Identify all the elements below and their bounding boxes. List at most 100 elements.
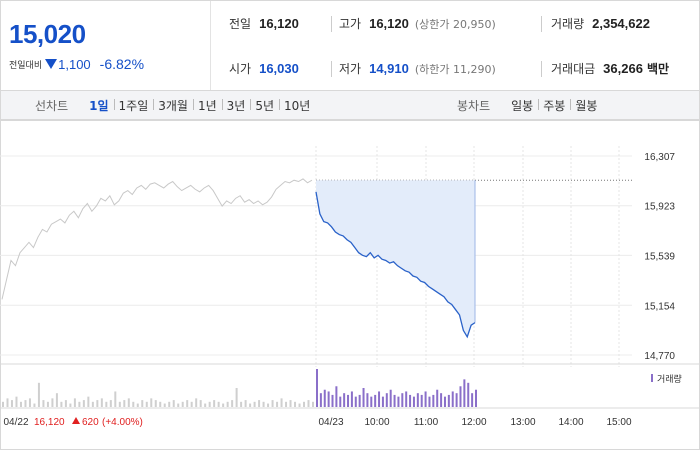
volume-bar-today <box>440 393 443 407</box>
volume-bar-prev <box>60 401 63 407</box>
tab-1d[interactable]: 1일 <box>89 98 109 113</box>
volume-bar-prev <box>100 398 103 407</box>
divider <box>541 61 542 77</box>
volume-bar-today <box>447 394 450 407</box>
stat-label: 저가 <box>339 62 362 76</box>
tab-monthly[interactable]: 월봉 <box>570 97 602 114</box>
tab-3m[interactable]: 3개월 <box>153 97 193 114</box>
volume-bar-today <box>316 369 318 407</box>
y-tick-label: 16,307 <box>644 152 675 163</box>
volume-bar-today <box>323 389 326 407</box>
volume-bar-prev <box>118 401 121 407</box>
y-tick-label: 14,770 <box>644 351 675 362</box>
volume-bar-today <box>405 391 408 407</box>
volume-bar-prev <box>172 400 175 407</box>
volume-bar-today <box>370 396 373 407</box>
stat-label: 거래대금 <box>551 62 596 76</box>
volume-bar-today <box>475 389 477 407</box>
prev-day-change: 620 <box>82 417 99 428</box>
volume-bar-prev <box>235 388 238 407</box>
volume-bar-today <box>420 394 423 407</box>
volume-bar-today <box>366 393 369 407</box>
volume-bar-today <box>319 393 322 407</box>
stat-open: 시가 16,030 <box>229 46 299 91</box>
stat-label: 시가 <box>229 62 252 76</box>
volume-bar-today <box>401 393 404 407</box>
volume-bar-prev <box>271 400 274 407</box>
x-tick-label: 10:00 <box>364 417 389 428</box>
current-price: 15,020 <box>9 19 86 49</box>
stat-label: 거래량 <box>551 17 585 31</box>
volume-bar-prev <box>105 401 108 407</box>
y-tick-label: 15,154 <box>644 301 675 312</box>
volume-bar-prev <box>69 403 72 407</box>
line-chart-tabs: 선차트 1일 1주일 3개월 1년 3년 5년 10년 <box>35 90 315 120</box>
x-tick-label: 04/22 <box>3 417 28 428</box>
volume-bar-prev <box>33 403 36 407</box>
volume-bar-today <box>459 386 462 407</box>
tab-1y[interactable]: 1년 <box>192 97 222 114</box>
change-amount: 1,100 <box>58 56 91 72</box>
volume-bar-prev <box>213 400 216 407</box>
upper-limit: (상한가 20,950) <box>414 17 496 31</box>
volume-bar-prev <box>190 401 193 407</box>
stat-turnover: 거래대금 36,266 백만 <box>551 46 669 91</box>
quote-panel: 15,020 전일대비 1,100 -6.82% 전일 16,120 고가 16… <box>0 0 700 91</box>
x-tick-label: 13:00 <box>510 417 535 428</box>
tab-1w[interactable]: 1주일 <box>113 97 154 114</box>
volume-bar-today <box>335 386 338 407</box>
stat-prev-close: 전일 16,120 <box>229 1 299 46</box>
volume-bar-prev <box>132 401 135 407</box>
volume-bar-today <box>358 394 361 407</box>
stat-unit: 백만 <box>646 62 670 76</box>
candle-chart-title: 봉차트 <box>457 98 491 113</box>
volume-bar-today <box>385 393 388 407</box>
volume-bar-today <box>378 391 381 407</box>
volume-bar-prev <box>226 401 229 407</box>
volume-bar-prev <box>28 398 31 407</box>
volume-bar-prev <box>82 400 85 407</box>
stat-value: 16,120 <box>369 16 409 31</box>
volume-bar-prev <box>195 398 198 407</box>
divider <box>331 16 332 32</box>
tab-daily[interactable]: 일봉 <box>511 98 534 113</box>
volume-bar-today <box>409 394 412 407</box>
tab-weekly[interactable]: 주봉 <box>538 97 570 114</box>
volume-bar-today <box>455 393 458 407</box>
price-box: 15,020 전일대비 1,100 -6.82% <box>1 1 211 91</box>
volume-bar-prev <box>123 400 126 407</box>
tab-3y[interactable]: 3년 <box>221 97 251 114</box>
volume-bar-prev <box>87 396 90 407</box>
volume-bar-prev <box>280 398 283 407</box>
volume-bar-prev <box>6 398 9 407</box>
volume-bar-today <box>436 389 439 407</box>
stat-label: 고가 <box>339 17 362 31</box>
price-change: 전일대비 1,100 -6.82% <box>9 56 144 72</box>
volume-bar-prev <box>127 398 130 407</box>
volume-bar-prev <box>312 401 314 407</box>
chart-border <box>0 120 700 450</box>
volume-bar-prev <box>51 398 54 407</box>
stat-low: 저가 14,910 (하한가 11,290) <box>339 46 496 91</box>
volume-bar-prev <box>249 403 252 407</box>
price-chart: 16,307 15,923 15,539 15,154 14,770 거래량 04/22 04… <box>0 120 700 450</box>
volume-bar-prev <box>181 401 184 407</box>
volume-bar-prev <box>154 400 157 407</box>
candle-chart-tabs: 봉차트 일봉 주봉 월봉 <box>457 90 602 120</box>
volume-bar-prev <box>24 400 27 407</box>
tab-10y[interactable]: 10년 <box>279 97 315 114</box>
volume-bar-prev <box>42 400 45 407</box>
volume-bar-prev <box>222 403 225 407</box>
volume-bar-today <box>354 396 357 407</box>
y-tick-label: 15,923 <box>644 202 675 213</box>
stat-high: 고가 16,120 (상한가 20,950) <box>339 1 496 46</box>
tab-5y[interactable]: 5년 <box>250 97 279 114</box>
volume-bar-today <box>389 389 392 407</box>
volume-bar-today <box>428 396 431 407</box>
lower-limit: (하한가 11,290) <box>414 62 496 76</box>
stat-value: 36,266 <box>603 61 643 76</box>
volume-bar-prev <box>253 401 256 407</box>
chart-tab-bar: 선차트 1일 1주일 3개월 1년 3년 5년 10년 봉차트 일봉 주봉 월봉 <box>0 90 700 120</box>
volume-bar-today <box>339 396 342 407</box>
volume-bar-today <box>397 396 400 407</box>
